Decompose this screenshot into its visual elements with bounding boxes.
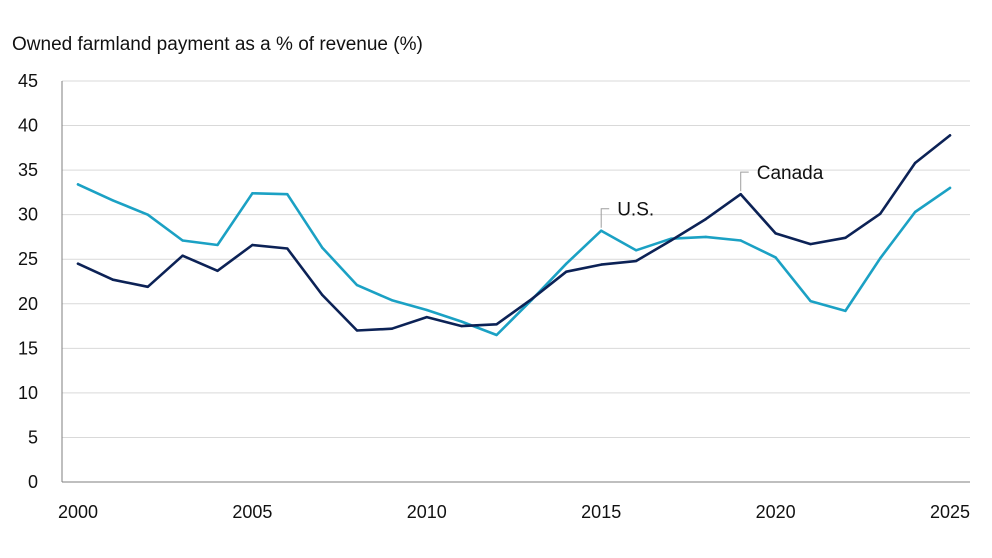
data-point xyxy=(390,299,394,302)
data-point xyxy=(809,299,812,303)
data-point xyxy=(320,246,324,249)
data-point xyxy=(948,134,952,137)
x-tick-label: 2015 xyxy=(581,502,621,522)
data-point xyxy=(600,229,603,232)
annotation-leader xyxy=(600,208,610,228)
y-tick-label: 15 xyxy=(18,338,38,358)
data-point xyxy=(181,239,184,242)
data-point xyxy=(704,235,708,239)
y-tick-label: 30 xyxy=(18,205,38,225)
data-point xyxy=(216,269,219,273)
x-tick-label: 2005 xyxy=(232,502,272,522)
data-point xyxy=(634,259,638,263)
data-point xyxy=(774,256,777,259)
data-point xyxy=(634,249,638,252)
data-point xyxy=(913,210,917,214)
data-point xyxy=(425,308,428,312)
data-point xyxy=(355,283,359,287)
data-point xyxy=(913,161,917,165)
y-tick-label: 10 xyxy=(18,383,38,403)
data-point xyxy=(669,239,673,242)
y-tick-label: 0 xyxy=(28,472,38,492)
data-point xyxy=(111,278,115,281)
data-point xyxy=(879,212,882,215)
data-point xyxy=(76,183,80,186)
data-point xyxy=(739,239,742,242)
series-line-canada xyxy=(76,134,952,332)
data-point xyxy=(600,263,603,266)
series-annotations: U.S. Canada xyxy=(600,163,824,228)
series-label: U.S. xyxy=(617,200,654,221)
annotation-leader xyxy=(740,171,749,192)
data-point xyxy=(286,247,289,250)
x-tick-label: 2020 xyxy=(756,502,796,522)
y-tick-label: 40 xyxy=(18,116,38,136)
data-point xyxy=(948,186,952,190)
data-point xyxy=(425,315,428,319)
data-point xyxy=(460,324,463,328)
data-point xyxy=(216,243,219,247)
data-point xyxy=(146,213,149,216)
data-point xyxy=(251,243,254,247)
data-point xyxy=(76,262,80,265)
series-label: Canada xyxy=(757,163,824,184)
x-tick-label: 2025 xyxy=(930,502,970,522)
data-point xyxy=(704,217,708,221)
data-point xyxy=(390,327,394,330)
data-point xyxy=(495,323,498,326)
y-tick-label: 35 xyxy=(18,160,38,180)
series-layer xyxy=(76,134,952,337)
y-tick-label: 25 xyxy=(18,249,38,269)
data-point xyxy=(844,236,847,240)
data-point xyxy=(739,192,742,196)
y-tick-label: 5 xyxy=(28,427,38,447)
y-tick-label: 20 xyxy=(18,294,38,314)
axes xyxy=(61,81,970,483)
data-point xyxy=(460,320,463,323)
x-tick-label: 2000 xyxy=(58,502,98,522)
data-point xyxy=(809,242,812,246)
data-point xyxy=(565,262,568,265)
data-point xyxy=(565,270,568,273)
data-point xyxy=(111,199,115,202)
y-tick-label: 45 xyxy=(18,71,38,91)
data-point xyxy=(320,293,324,297)
data-point xyxy=(879,257,882,260)
data-point xyxy=(146,285,149,289)
y-axis-title: Owned farmland payment as a % of revenue… xyxy=(12,34,423,55)
data-point xyxy=(774,232,777,235)
x-tick-label: 2010 xyxy=(407,502,447,522)
data-point xyxy=(844,309,847,313)
series-line-us xyxy=(76,183,952,337)
data-point xyxy=(286,192,289,196)
data-point xyxy=(530,298,533,301)
data-point xyxy=(181,254,184,257)
data-point xyxy=(355,329,359,332)
data-point xyxy=(251,192,254,195)
gridlines xyxy=(62,80,970,438)
data-point xyxy=(495,333,498,337)
